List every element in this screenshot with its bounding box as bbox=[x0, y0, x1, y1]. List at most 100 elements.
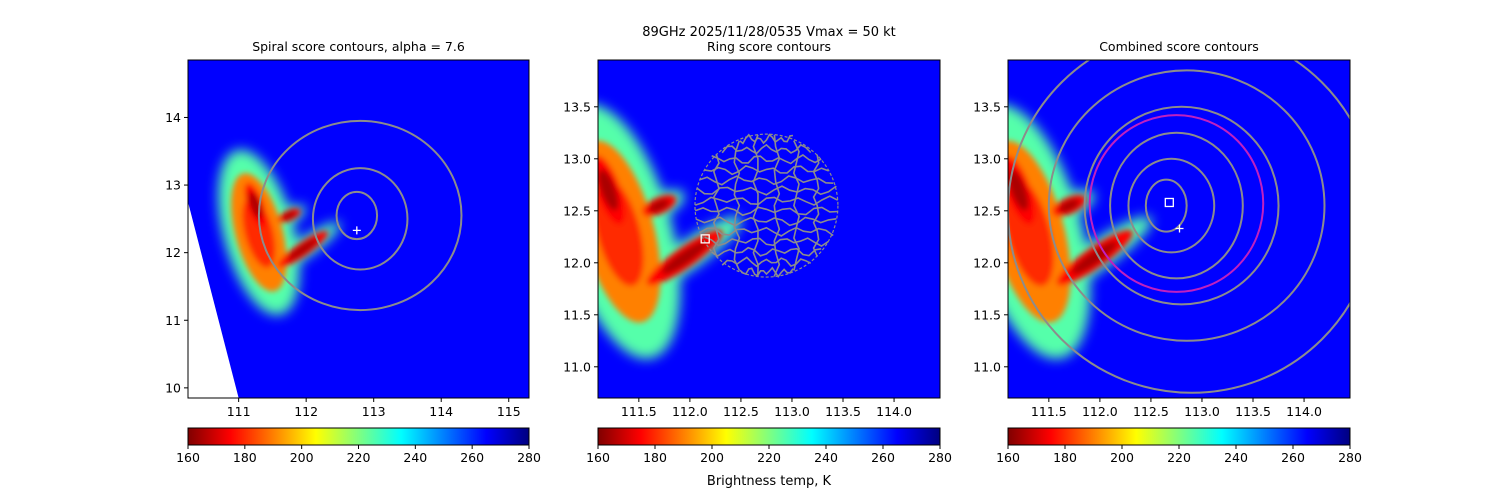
x-tick-label: 115 bbox=[497, 404, 521, 419]
cold-core-inner bbox=[1071, 240, 1118, 275]
panel-title: Ring score contours bbox=[707, 39, 831, 54]
colorbar-tick-label: 240 bbox=[1224, 450, 1248, 465]
score-contour bbox=[1008, 60, 1350, 394]
ring-contour-line bbox=[696, 216, 837, 227]
x-tick-label: 113.0 bbox=[1184, 404, 1220, 419]
colorbar-label: Brightness temp, K bbox=[707, 474, 832, 489]
y-tick-label: 12.5 bbox=[563, 203, 591, 218]
y-tick-label: 14 bbox=[165, 110, 181, 125]
score-contour bbox=[1127, 157, 1216, 254]
score-contour bbox=[335, 190, 379, 241]
x-tick-label: 111.5 bbox=[1031, 404, 1067, 419]
figure-suptitle: 89GHz 2025/11/28/0535 Vmax = 50 kt bbox=[642, 25, 896, 40]
score-contour bbox=[1083, 105, 1280, 306]
colorbar-tick-label: 200 bbox=[700, 450, 724, 465]
y-tick-label: 13.0 bbox=[973, 151, 1001, 166]
ring-contour-line bbox=[711, 154, 822, 165]
colorbar-tick-label: 220 bbox=[1167, 450, 1191, 465]
y-tick-label: 11.5 bbox=[973, 307, 1001, 322]
x-tick-label: 113.5 bbox=[1235, 404, 1271, 419]
colorbar-gradient bbox=[1007, 427, 1351, 446]
colorbar-gradient bbox=[597, 427, 941, 446]
colorbar-tick-label: 180 bbox=[1053, 450, 1077, 465]
colorbar-tick-label: 240 bbox=[814, 450, 838, 465]
x-tick-label: 113.5 bbox=[825, 404, 861, 419]
cold-core-inner bbox=[598, 169, 619, 211]
colorbar-tick-label: 220 bbox=[347, 450, 371, 465]
x-tick-label: 114 bbox=[429, 404, 453, 419]
y-tick-label: 11 bbox=[165, 313, 181, 328]
y-tick-label: 12.0 bbox=[973, 255, 1001, 270]
center-plus-marker bbox=[352, 226, 361, 235]
ring-contour-line bbox=[739, 266, 794, 278]
ring-contour-line bbox=[711, 246, 822, 257]
panel-title: Combined score contours bbox=[1099, 39, 1259, 54]
x-tick-label: 112.0 bbox=[1082, 404, 1118, 419]
ring-contour-line bbox=[696, 185, 837, 196]
cold-core-inner bbox=[661, 240, 708, 275]
ring-score-panel: Ring score contours 111.5 112.0 112.5 113.0 1… bbox=[563, 39, 952, 465]
center-square-marker bbox=[1164, 197, 1174, 208]
cold-core-inner bbox=[1008, 169, 1029, 211]
colorbar-tick-label: 160 bbox=[586, 450, 610, 465]
cold-core-inner bbox=[242, 196, 276, 268]
y-tick-label: 11.0 bbox=[563, 359, 591, 374]
ring-score-contours bbox=[694, 133, 839, 278]
cold-core-inner bbox=[1059, 199, 1080, 213]
y-tick-label: 13 bbox=[165, 178, 181, 193]
x-tick-label: 114.0 bbox=[876, 404, 912, 419]
x-tick-label: 114.0 bbox=[1286, 404, 1322, 419]
ring-contour-line bbox=[752, 134, 759, 277]
colorbar: 160 180 200 220 240 260 280 bbox=[176, 427, 541, 465]
score-contour bbox=[257, 119, 463, 312]
y-tick-label: 13.5 bbox=[563, 99, 591, 114]
colorbar-tick-label: 180 bbox=[643, 450, 667, 465]
y-tick-label: 11.5 bbox=[563, 307, 591, 322]
colorbar-tick-label: 260 bbox=[460, 450, 484, 465]
panel-title: Spiral score contours, alpha = 7.6 bbox=[252, 39, 465, 54]
ring-contour-line bbox=[712, 154, 720, 257]
ring-contour-line bbox=[812, 154, 820, 257]
center-plus-marker bbox=[1175, 224, 1184, 233]
colorbar-tick-label: 180 bbox=[233, 450, 257, 465]
cold-core-inner bbox=[649, 199, 670, 213]
center-square-marker bbox=[700, 234, 710, 244]
ring-contour-line bbox=[739, 133, 794, 145]
colorbar: 160 180 200 220 240 260 280 bbox=[996, 427, 1362, 465]
axes-frame bbox=[1007, 59, 1351, 399]
x-tick-label: 112.5 bbox=[1133, 404, 1169, 419]
x-tick-label: 112 bbox=[294, 404, 318, 419]
colorbar-tick-label: 200 bbox=[1110, 450, 1134, 465]
combined-score-panel: Combined score contours 111.5 112.0 112.5 11… bbox=[973, 39, 1362, 465]
colorbar-tick-label: 280 bbox=[1338, 450, 1362, 465]
cold-core-inner bbox=[282, 211, 297, 220]
x-tick-label: 113 bbox=[362, 404, 386, 419]
score-contour bbox=[1144, 178, 1188, 233]
heatmap-field bbox=[188, 60, 529, 398]
score-contour bbox=[311, 167, 409, 271]
y-tick-label: 10 bbox=[165, 380, 181, 395]
heatmap-field bbox=[1008, 60, 1350, 398]
ring-contour-line bbox=[792, 140, 800, 271]
x-tick-label: 112.5 bbox=[723, 404, 759, 419]
ring-contour-line bbox=[694, 195, 839, 206]
colorbar-tick-label: 280 bbox=[928, 450, 952, 465]
heatmap-field bbox=[598, 60, 940, 398]
x-tick-label: 111 bbox=[227, 404, 251, 419]
colorbar-tick-label: 160 bbox=[176, 450, 200, 465]
ring-contour-line bbox=[704, 165, 829, 176]
colorbar-tick-label: 260 bbox=[1281, 450, 1305, 465]
colorbar-tick-label: 280 bbox=[517, 450, 541, 465]
colorbar-tick-label: 240 bbox=[403, 450, 427, 465]
axes-frame bbox=[597, 59, 941, 399]
x-tick-label: 113.0 bbox=[774, 404, 810, 419]
colorbar-tick-label: 160 bbox=[996, 450, 1020, 465]
colorbar-tick-label: 200 bbox=[290, 450, 314, 465]
y-tick-label: 11.0 bbox=[973, 359, 1001, 374]
colorbar-tick-label: 220 bbox=[757, 450, 781, 465]
ring-contour-line bbox=[773, 134, 781, 277]
x-tick-label: 112.0 bbox=[672, 404, 708, 419]
cold-core-inner bbox=[287, 238, 318, 261]
